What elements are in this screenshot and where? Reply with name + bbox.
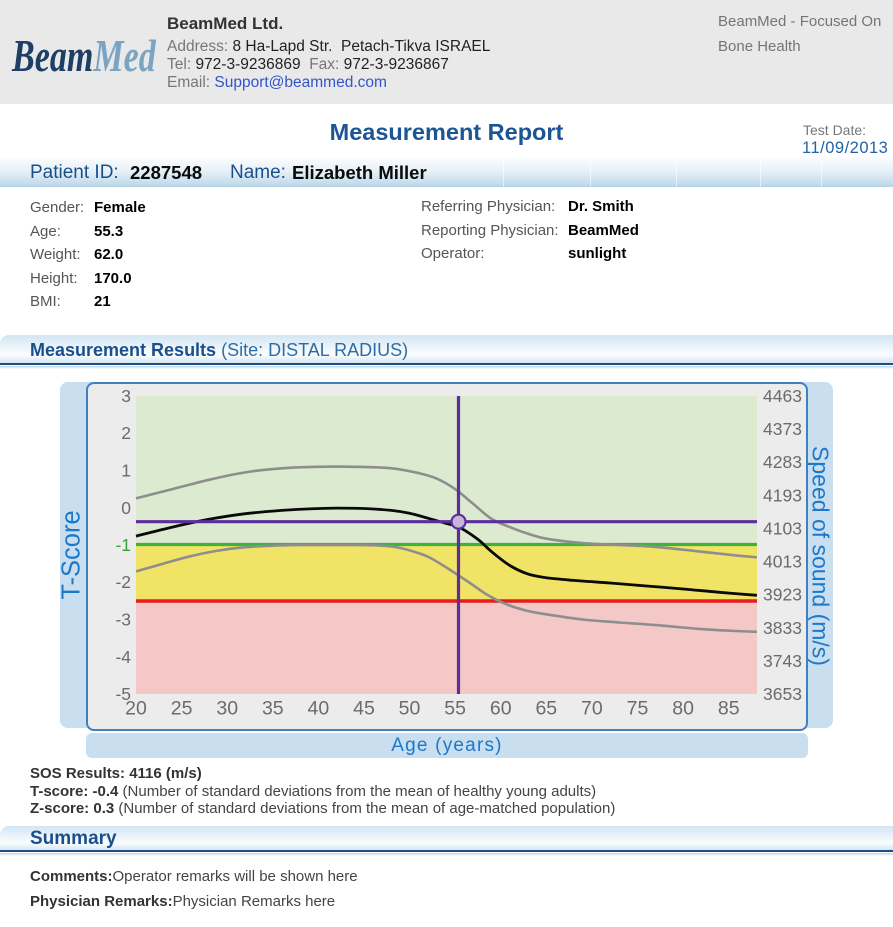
svg-text:25: 25 [171, 698, 193, 720]
svg-text:80: 80 [672, 698, 694, 720]
svg-text:4013: 4013 [763, 552, 802, 572]
svg-text:-2: -2 [115, 572, 131, 592]
svg-text:45: 45 [353, 698, 375, 720]
svg-text:1: 1 [121, 461, 131, 481]
svg-text:-5: -5 [115, 684, 131, 704]
svg-text:3653: 3653 [763, 684, 802, 704]
svg-text:-4: -4 [115, 647, 131, 667]
svg-text:55: 55 [444, 698, 466, 720]
svg-text:60: 60 [490, 698, 512, 720]
svg-text:30: 30 [216, 698, 238, 720]
svg-text:3833: 3833 [763, 618, 802, 638]
svg-text:4103: 4103 [763, 518, 802, 538]
svg-text:75: 75 [627, 698, 649, 720]
svg-text:-3: -3 [115, 610, 131, 630]
svg-text:4193: 4193 [763, 485, 802, 505]
svg-text:20: 20 [125, 698, 147, 720]
svg-text:4283: 4283 [763, 452, 802, 472]
svg-text:85: 85 [718, 698, 740, 720]
svg-text:3743: 3743 [763, 651, 802, 671]
svg-text:2: 2 [121, 423, 131, 443]
svg-text:0: 0 [121, 498, 131, 518]
svg-text:40: 40 [308, 698, 330, 720]
svg-text:70: 70 [581, 698, 603, 720]
svg-text:50: 50 [399, 698, 421, 720]
svg-text:-1: -1 [115, 535, 131, 555]
svg-text:3923: 3923 [763, 585, 802, 605]
svg-text:3: 3 [121, 386, 131, 406]
svg-text:4463: 4463 [763, 386, 802, 406]
svg-text:35: 35 [262, 698, 284, 720]
svg-text:65: 65 [535, 698, 557, 720]
svg-text:4373: 4373 [763, 419, 802, 439]
